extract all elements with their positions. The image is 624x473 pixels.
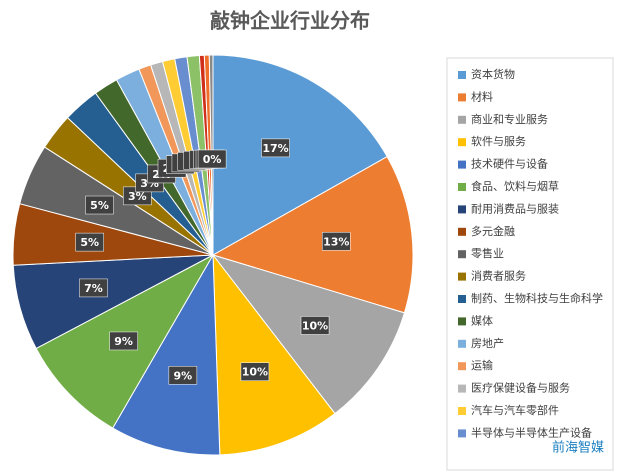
pie-slice: [212, 54, 388, 256]
data-label: 0%: [197, 149, 227, 169]
legend-swatch: [458, 115, 466, 124]
pie-slice: [112, 253, 221, 456]
legend-label: 房地产: [471, 336, 504, 350]
legend-label: 耐用消费品与服装: [471, 201, 559, 215]
legend-label: 半导体与半导体生产设备: [471, 425, 592, 439]
data-label-text: 5%: [90, 199, 109, 212]
data-label-box: [197, 149, 227, 169]
data-label-box: [168, 366, 198, 385]
data-label-text: 10%: [242, 366, 268, 379]
data-label: 7%: [79, 278, 108, 298]
legend-swatch: [458, 407, 466, 415]
legend-swatch: [458, 160, 466, 169]
data-label-text: 3%: [128, 190, 147, 203]
data-label-box: [79, 278, 108, 298]
legend-label: 制药、生物科技与生命科学: [471, 291, 603, 305]
data-label-text: 7%: [84, 282, 103, 295]
pie-slice: [212, 253, 336, 456]
legend-label: 资本货物: [471, 67, 515, 81]
data-label: 13%: [321, 232, 351, 251]
legend-swatch: [458, 317, 466, 326]
legend-swatch: [458, 205, 466, 214]
legend-label: 运输: [471, 358, 493, 372]
legend-swatch: [458, 138, 466, 147]
legend-swatch: [458, 272, 466, 281]
legend-swatch: [458, 339, 466, 348]
data-label-text: 13%: [323, 235, 349, 248]
watermark: 前海智媒: [552, 440, 604, 456]
legend-label: 汽车与汽车零部件: [471, 403, 559, 417]
data-label-box: [300, 316, 330, 335]
data-label-text: 9%: [114, 335, 133, 348]
legend-label: 医疗保健设备与服务: [471, 381, 570, 395]
legend-label: 商业和专业服务: [471, 112, 548, 126]
data-label: 5%: [75, 232, 104, 252]
data-label-box: [240, 362, 270, 381]
data-label: 10%: [300, 316, 330, 335]
legend-box: [446, 57, 614, 471]
legend-swatch: [458, 183, 466, 191]
data-label: 17%: [261, 138, 290, 158]
data-label-text: 5%: [80, 236, 99, 249]
legend-label: 消费者服务: [471, 269, 526, 283]
data-label-text: 9%: [174, 369, 193, 382]
legend-swatch: [458, 250, 466, 259]
data-label: 9%: [168, 366, 198, 385]
data-label: 10%: [240, 362, 270, 381]
legend-swatch: [458, 71, 466, 79]
legend-label: 食品、饮料与烟草: [471, 179, 559, 193]
legend-label: 技术硬件与设备: [471, 157, 548, 171]
legend-label: 材料: [471, 89, 493, 103]
legend-swatch: [458, 362, 466, 371]
legend-swatch: [458, 429, 466, 438]
legend-swatch: [458, 384, 466, 393]
data-label: 5%: [85, 195, 114, 215]
data-label-box: [75, 232, 104, 252]
legend-swatch: [458, 93, 466, 102]
data-label-box: [261, 138, 290, 158]
pie-slice: [211, 155, 414, 314]
legend-swatch: [458, 295, 466, 303]
legend-swatch: [458, 227, 466, 236]
data-label: 9%: [109, 331, 138, 351]
data-label-box: [321, 232, 351, 251]
data-label-box: [85, 195, 114, 215]
data-label-box: [109, 331, 138, 351]
legend-label: 零售业: [471, 246, 504, 260]
legend-label: 媒体: [471, 313, 493, 327]
legend-label: 软件与服务: [471, 134, 526, 148]
data-label-text: 17%: [262, 142, 288, 155]
chart-title: 敲钟企业行业分布: [210, 9, 370, 33]
legend-label: 多元金融: [471, 224, 515, 238]
data-label-text: 10%: [302, 319, 328, 332]
data-label-text: 0%: [203, 153, 222, 166]
